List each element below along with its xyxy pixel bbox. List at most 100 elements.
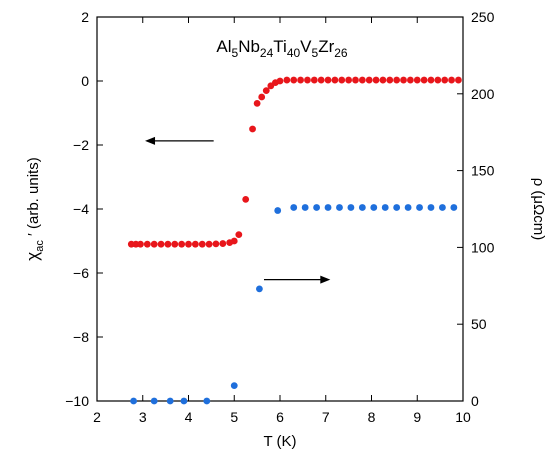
- data-point-left: [219, 240, 227, 247]
- arrow-left: [145, 136, 214, 145]
- y-tick-label-left: −10: [65, 393, 89, 409]
- data-point-left: [331, 76, 339, 84]
- annotations: [145, 136, 331, 284]
- y-tick-label-right: 200: [471, 86, 495, 102]
- data-point-left: [198, 240, 206, 248]
- y-tick-label-left: −4: [73, 201, 89, 217]
- data-point-left: [297, 76, 304, 84]
- data-point-left: [358, 76, 366, 84]
- data-point-left: [406, 76, 414, 84]
- data-point-left: [191, 240, 199, 248]
- title-subscript: 24: [260, 46, 274, 60]
- x-tick-label: 5: [230, 409, 238, 425]
- data-point-right: [336, 204, 343, 211]
- data-point-right: [370, 204, 378, 211]
- y-tick-label-left: 0: [81, 73, 89, 89]
- data-point-right: [290, 204, 298, 211]
- y-tick-label-left: −2: [73, 137, 89, 153]
- title-subscript: 26: [334, 46, 348, 60]
- x-tick-label: 6: [276, 409, 284, 425]
- data-point-left: [304, 76, 311, 84]
- data-point-left: [283, 76, 291, 84]
- x-tick-label: 2: [93, 409, 101, 425]
- data-point-left: [205, 240, 213, 248]
- y-tick-label-right: 150: [471, 163, 495, 179]
- x-tick-label: 3: [139, 409, 147, 425]
- data-point-left: [212, 240, 220, 248]
- data-point-left: [235, 231, 243, 239]
- title-subscript: 5: [232, 46, 239, 60]
- data-point-left: [379, 76, 387, 84]
- data-point-right: [301, 204, 309, 211]
- data-point-left: [249, 125, 256, 133]
- data-point-right: [416, 204, 423, 211]
- data-point-right: [230, 382, 238, 390]
- y-axis-title-right: ρ (μΩcm): [530, 178, 547, 241]
- data-point-right: [180, 397, 188, 405]
- data-point-left: [365, 76, 373, 84]
- axis-tick-labels: 2 3 4 5 6 7 8 9 10 −10 −8 −6 −4 −2 0 2 0 50 100 150 200 250: [65, 9, 494, 425]
- title-element: Zr: [318, 37, 334, 56]
- data-point-left: [434, 76, 442, 84]
- x-tick-label: 7: [322, 409, 330, 425]
- data-point-right: [358, 204, 366, 211]
- arrow-right: [263, 275, 331, 284]
- data-point-left: [345, 76, 353, 84]
- data-point-right: [150, 397, 158, 405]
- data-point-left: [324, 76, 332, 84]
- data-point-right: [404, 204, 412, 211]
- y-tick-label-right: 100: [471, 239, 495, 255]
- y-axis-title-left-main: χ: [23, 252, 42, 261]
- data-point-right: [427, 204, 435, 211]
- data-point-left: [143, 240, 151, 248]
- data-points: [127, 76, 462, 405]
- data-point-left: [276, 77, 284, 85]
- x-tick-label: 9: [413, 409, 421, 425]
- data-point-left: [400, 76, 407, 84]
- y-tick-label-left: −6: [73, 265, 89, 281]
- data-point-right: [450, 204, 458, 211]
- x-tick-label: 4: [185, 409, 193, 425]
- data-point-right: [347, 204, 355, 211]
- title-subscript: 40: [287, 46, 301, 60]
- chart-title: Al5Nb24Ti40V5Zr26: [216, 37, 348, 60]
- y-axis-title-left-rest: ′ (arb. units): [25, 157, 42, 240]
- data-point-left: [290, 76, 298, 84]
- data-point-right: [256, 285, 263, 293]
- data-point-left: [427, 76, 435, 84]
- data-point-left: [317, 76, 325, 84]
- data-point-left: [310, 76, 318, 84]
- data-point-left: [262, 87, 270, 94]
- data-point-right: [166, 397, 174, 405]
- data-point-left: [413, 76, 421, 84]
- y-axis-title-left-sub: ac: [34, 240, 46, 252]
- data-point-left: [150, 240, 158, 248]
- series-left-points: [127, 76, 462, 248]
- arrow-head: [320, 275, 331, 284]
- title-element: V: [300, 37, 312, 56]
- data-point-right: [313, 204, 320, 211]
- data-point-right: [274, 207, 282, 214]
- data-point-left: [157, 240, 165, 248]
- data-point-right: [381, 204, 389, 211]
- data-point-right: [324, 204, 332, 211]
- y-tick-label-right: 50: [471, 316, 487, 332]
- y-tick-label-right: 0: [471, 393, 479, 409]
- x-axis-title: T (K): [263, 433, 296, 450]
- y-axis-title-left: χac ′ (arb. units): [23, 157, 46, 260]
- y-tick-label-left: −8: [73, 329, 89, 345]
- data-point-left: [137, 240, 144, 248]
- data-point-left: [185, 240, 192, 248]
- arrow-head: [145, 136, 156, 145]
- x-tick-label: 10: [455, 409, 471, 425]
- data-point-left: [338, 76, 346, 84]
- y-tick-label-left: 2: [81, 9, 89, 25]
- data-point-left: [253, 100, 261, 107]
- data-point-left: [230, 237, 238, 245]
- data-point-left: [420, 76, 428, 84]
- data-point-left: [386, 76, 394, 84]
- data-point-left: [455, 76, 462, 84]
- data-point-right: [439, 204, 446, 211]
- title-element: Al: [216, 37, 231, 56]
